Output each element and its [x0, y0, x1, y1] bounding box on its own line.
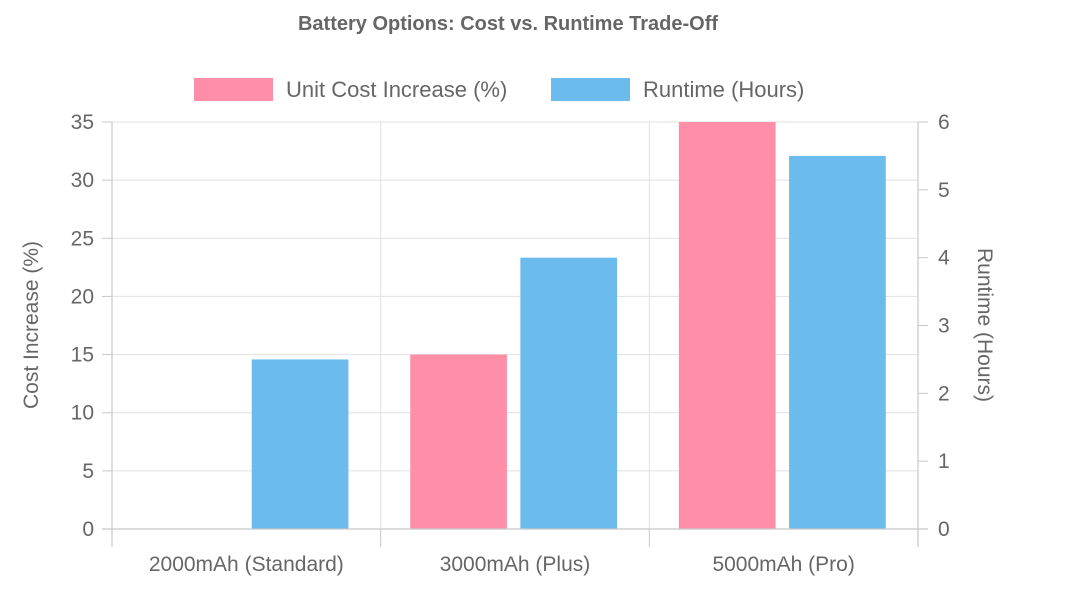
y-right-tick-label: 2 — [938, 382, 950, 405]
legend-swatch[interactable] — [194, 78, 273, 101]
x-tick-label: 3000mAh (Plus) — [440, 553, 591, 576]
y-left-tick-label: 20 — [71, 285, 94, 308]
y-left-tick-label: 30 — [71, 169, 94, 192]
x-tick-label: 5000mAh (Pro) — [712, 553, 854, 576]
legend: Unit Cost Increase (%) Runtime (Hours) — [194, 77, 804, 102]
chart-title: Battery Options: Cost vs. Runtime Trade-… — [298, 13, 718, 35]
y-right-tick-label: 3 — [938, 315, 950, 338]
y-right-tick-label: 0 — [938, 518, 950, 541]
y-left-tick-label: 35 — [71, 111, 94, 134]
y-left-tick-label: 15 — [71, 344, 94, 367]
bar[interactable] — [520, 257, 618, 529]
axes: 0 5 10 15 20 25 30 35 0 1 2 3 4 5 6 2000mAh (Standard) 3… — [71, 111, 950, 576]
y-left-tick-label: 5 — [82, 460, 94, 483]
y-left-tick-label: 10 — [71, 402, 94, 425]
grid — [112, 121, 918, 530]
legend-swatch[interactable] — [551, 78, 630, 101]
bar[interactable] — [789, 155, 886, 529]
y-left-tick-label: 25 — [71, 227, 94, 250]
bar[interactable] — [251, 359, 349, 529]
y-right-tick-label: 5 — [938, 179, 950, 202]
legend-label[interactable]: Unit Cost Increase (%) — [286, 77, 507, 102]
y-right-tick-label: 6 — [938, 111, 950, 134]
bar[interactable] — [410, 354, 507, 529]
bars — [251, 122, 886, 529]
y-left-tick-label: 0 — [82, 518, 94, 541]
y-axis-left-title: Cost Increase (%) — [20, 241, 43, 409]
y-right-tick-label: 1 — [938, 450, 950, 473]
y-right-tick-label: 4 — [938, 247, 950, 270]
bar[interactable] — [678, 122, 776, 529]
legend-label[interactable]: Runtime (Hours) — [643, 77, 804, 102]
y-axis-right-title: Runtime (Hours) — [973, 248, 996, 402]
x-tick-label: 2000mAh (Standard) — [149, 553, 344, 576]
